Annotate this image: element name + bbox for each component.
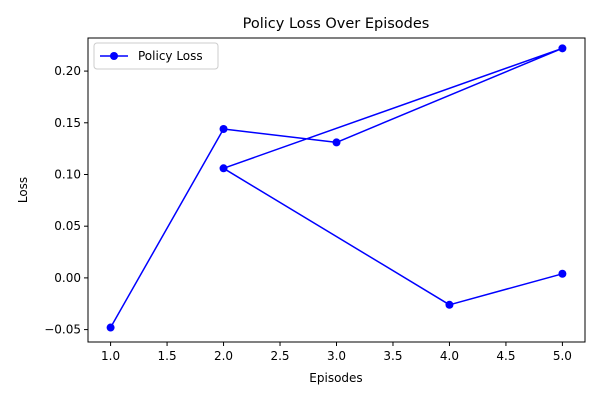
data-point [445, 300, 454, 309]
plot-area [87, 37, 586, 343]
y-axis-label: Loss [16, 177, 30, 203]
y-axis-ticks: −0.05 0.00 0.05 0.10 0.15 0.20 [44, 64, 88, 337]
legend-label: Policy Loss [138, 49, 203, 63]
y-tick-label: 0.15 [54, 116, 81, 130]
x-tick-label: 4.5 [496, 349, 515, 363]
x-axis-ticks: 1.0 1.5 2.0 2.5 3.0 3.5 4.0 4.5 5.0 [101, 342, 572, 363]
legend: Policy Loss [93, 42, 219, 70]
x-tick-label: 1.5 [158, 349, 177, 363]
data-point [106, 323, 115, 332]
x-tick-label: 2.0 [214, 349, 233, 363]
data-point [219, 164, 228, 173]
legend-marker [110, 52, 118, 60]
x-tick-label: 1.0 [101, 349, 120, 363]
x-tick-label: 4.0 [440, 349, 459, 363]
data-point [219, 124, 228, 133]
x-tick-label: 2.5 [270, 349, 289, 363]
y-tick-label: 0.05 [54, 219, 81, 233]
data-point [332, 138, 341, 147]
plot-frame [87, 37, 586, 343]
y-tick-label: 0.10 [54, 167, 81, 181]
chart-title: Policy Loss Over Episodes [243, 16, 430, 32]
data-point [558, 44, 567, 53]
legend-box [93, 42, 219, 70]
x-tick-label: 3.5 [383, 349, 402, 363]
series-line [109, 47, 564, 328]
x-axis-label: Episodes [309, 371, 362, 385]
data-point [558, 269, 567, 278]
y-tick-label: 0.00 [54, 271, 81, 285]
y-tick-label: −0.05 [44, 323, 81, 337]
x-tick-label: 3.0 [327, 349, 346, 363]
y-tick-label: 0.20 [54, 64, 81, 78]
x-tick-label: 5.0 [553, 349, 572, 363]
